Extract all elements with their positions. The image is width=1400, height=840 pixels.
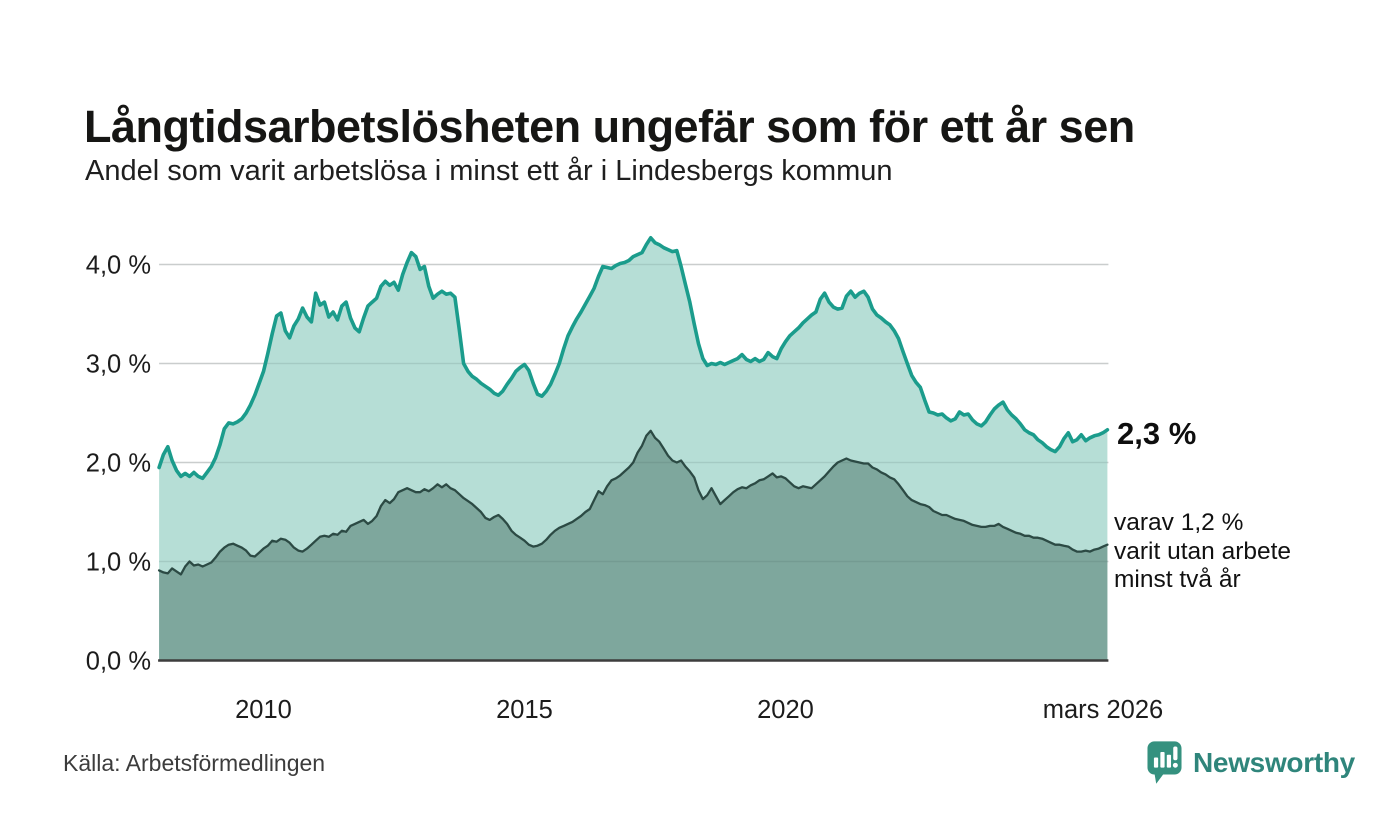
x-axis-tick-label: mars 2026 [1043,696,1163,724]
y-axis-tick-label: 0,0 % [86,648,151,676]
page-title: Långtidsarbetslösheten ungefär som för e… [84,101,1135,153]
latest-value-label: 2,3 % [1117,416,1197,451]
page-subtitle: Andel som varit arbetslösa i minst ett å… [85,155,893,187]
secondary-annotation-line-2: varit utan arbete [1114,537,1292,565]
x-axis-tick-label: 2020 [757,696,814,724]
x-axis-tick-label: 2015 [496,696,553,724]
y-axis-tick-label: 3,0 % [86,351,151,379]
secondary-series-annotation: varav 1,2 % varit utan arbete minst två … [1114,509,1291,595]
lower-series-line [157,429,1109,576]
source-note: Källa: Arbetsförmedlingen [63,750,326,776]
lower-series-area [159,430,1108,661]
y-axis-tick-label: 2,0 % [86,450,151,478]
y-axis-tick-label: 4,0 % [86,252,151,280]
x-axis-tick-label: 2010 [235,696,292,724]
newsworthy-logo-icon [1147,741,1182,784]
secondary-annotation-line-1: varav 1,2 % [1114,509,1244,536]
upper-series-line [157,236,1110,481]
y-axis-tick-label: 1,0 % [86,549,151,577]
secondary-annotation-line-3: minst två år [1114,566,1241,593]
newsworthy-brand: Newsworthy [1146,740,1355,786]
newsworthy-brand-name: Newsworthy [1193,747,1355,778]
